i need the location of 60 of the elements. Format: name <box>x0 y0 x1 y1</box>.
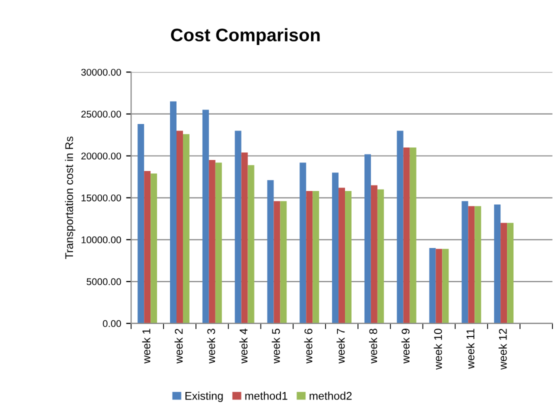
bar <box>364 154 371 324</box>
bar <box>345 191 352 324</box>
bar <box>241 152 248 324</box>
bar <box>234 130 242 324</box>
x-tick-label: week 2 <box>174 328 183 364</box>
x-tick-label: week 7 <box>336 328 345 364</box>
legend-label: method2 <box>310 392 352 400</box>
bar <box>474 206 482 324</box>
y-tick-label: 20000.00 <box>81 152 122 160</box>
bar <box>410 147 416 324</box>
x-tick-label: week 12 <box>498 328 507 370</box>
x-tick-label: week 11 <box>466 328 474 369</box>
bar <box>462 201 468 324</box>
x-tick-label: week 4 <box>239 328 248 364</box>
y-tick-label: 10000.00 <box>82 236 122 244</box>
bar <box>338 188 346 324</box>
x-tick-label: week 10 <box>434 328 442 370</box>
bar <box>248 165 254 324</box>
bar <box>306 191 313 324</box>
bar <box>396 130 404 324</box>
y-tick-label: 5000.00 <box>86 278 122 286</box>
x-tick-label: week 1 <box>142 328 150 364</box>
bar <box>468 206 475 324</box>
x-tick-label: week 6 <box>304 328 312 364</box>
x-tick-label: week 5 <box>272 328 280 364</box>
bar <box>274 201 280 324</box>
bar <box>494 204 501 324</box>
bar <box>176 130 183 324</box>
bar <box>377 189 384 324</box>
legend-label: Existing <box>185 392 223 402</box>
bar <box>403 147 410 324</box>
x-tick-label: week 3 <box>206 328 216 364</box>
bar <box>500 222 508 324</box>
bar <box>208 160 216 324</box>
bar <box>150 173 158 324</box>
y-axis-title: Transportation cost in Rs <box>64 136 76 260</box>
y-tick-label: 0.00 <box>102 320 122 328</box>
bar <box>138 124 144 324</box>
y-tick-label: 15000.00 <box>82 194 122 202</box>
bar <box>436 248 442 324</box>
bar <box>182 134 190 324</box>
bar <box>312 191 320 324</box>
bar <box>429 248 436 324</box>
bar <box>280 201 287 324</box>
x-tick-label: week 9 <box>401 328 410 364</box>
chart-title: Cost Comparison <box>171 28 320 45</box>
y-tick-label: 30000.00 <box>81 68 122 76</box>
legend-label: method1 <box>245 392 288 400</box>
bar <box>144 170 151 324</box>
bar <box>215 162 222 324</box>
x-tick-label: week 8 <box>369 328 378 364</box>
bar <box>442 248 449 324</box>
bar <box>370 185 378 324</box>
y-tick-label: 25000.00 <box>81 110 122 118</box>
bar <box>507 222 514 324</box>
bar <box>170 101 176 324</box>
bar <box>300 162 306 324</box>
bar <box>202 110 209 324</box>
bar <box>332 172 339 324</box>
bar <box>267 180 274 324</box>
